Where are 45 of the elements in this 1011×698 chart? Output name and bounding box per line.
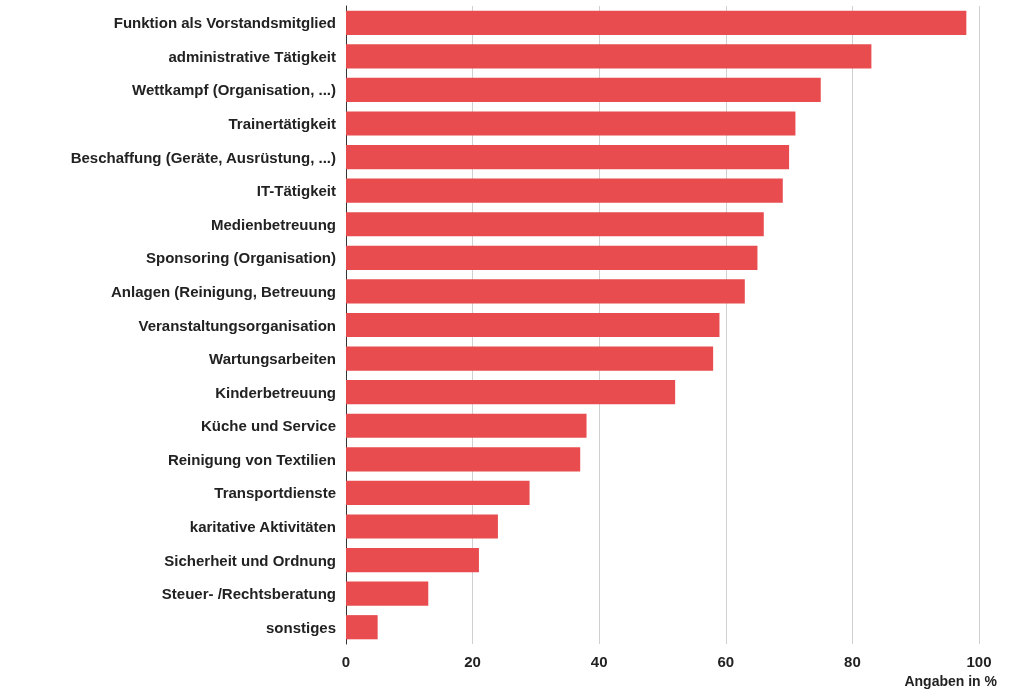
- y-tick-label: Küche und Service: [200, 417, 336, 435]
- bar: [346, 212, 764, 237]
- bar: [346, 547, 479, 573]
- bar: [346, 380, 676, 405]
- bar: [346, 111, 796, 136]
- bar: [346, 447, 581, 472]
- bar: [346, 615, 378, 640]
- y-tick-label: Reinigung von Textilien: [167, 450, 336, 468]
- bar: [346, 413, 587, 438]
- bar: [346, 514, 498, 539]
- bar: [346, 480, 530, 505]
- x-axis-title: Angaben in %: [904, 673, 998, 689]
- bar: [346, 279, 745, 304]
- bar: [346, 312, 720, 338]
- y-tick-label: IT-Tätigkeit: [256, 182, 336, 200]
- bar: [346, 178, 783, 203]
- x-tick-label: 80: [844, 653, 861, 670]
- bar: [346, 245, 758, 270]
- x-tick-label: 20: [464, 653, 481, 670]
- bar: [346, 346, 714, 371]
- y-tick-label: Sponsoring (Organisation): [146, 249, 336, 267]
- x-tick-label: 40: [590, 653, 608, 670]
- y-tick-label: Transportdienste: [214, 484, 336, 502]
- y-tick-label: Wettkampf (Organisation, ...): [132, 81, 336, 99]
- bar: [346, 581, 429, 606]
- y-tick-label: Veranstaltungsorganisation: [138, 316, 336, 334]
- y-tick-label: sonstiges: [265, 618, 336, 636]
- y-tick-label: Medienbetreuung: [210, 215, 336, 233]
- y-tick-label: Sicherheit und Ordnung: [164, 551, 336, 569]
- x-tick-label: 100: [966, 653, 992, 670]
- y-tick-label: administrative Tätigkeit: [168, 47, 336, 65]
- y-tick-label: Trainertätigkeit: [228, 115, 336, 133]
- y-tick-label: Steuer- /Rechtsberatung: [161, 585, 336, 603]
- bar: [346, 10, 967, 35]
- y-tick-label: Wartungsarbeiten: [209, 350, 336, 368]
- bar: [346, 77, 821, 103]
- y-tick-label: Anlagen (Reinigung, Betreuung: [111, 282, 336, 300]
- x-tick-label: 0: [341, 653, 351, 670]
- y-tick-label: Kinderbetreuung: [215, 383, 336, 401]
- y-tick-label: Funktion als Vorstandsmitglied: [113, 14, 336, 32]
- bar: [346, 145, 790, 170]
- y-tick-label: karitative Aktivitäten: [189, 517, 336, 535]
- y-tick-label: Beschaffung (Geräte, Ausrüstung, ...): [70, 148, 336, 166]
- x-tick-label: 60: [717, 653, 735, 670]
- bar: [346, 44, 872, 69]
